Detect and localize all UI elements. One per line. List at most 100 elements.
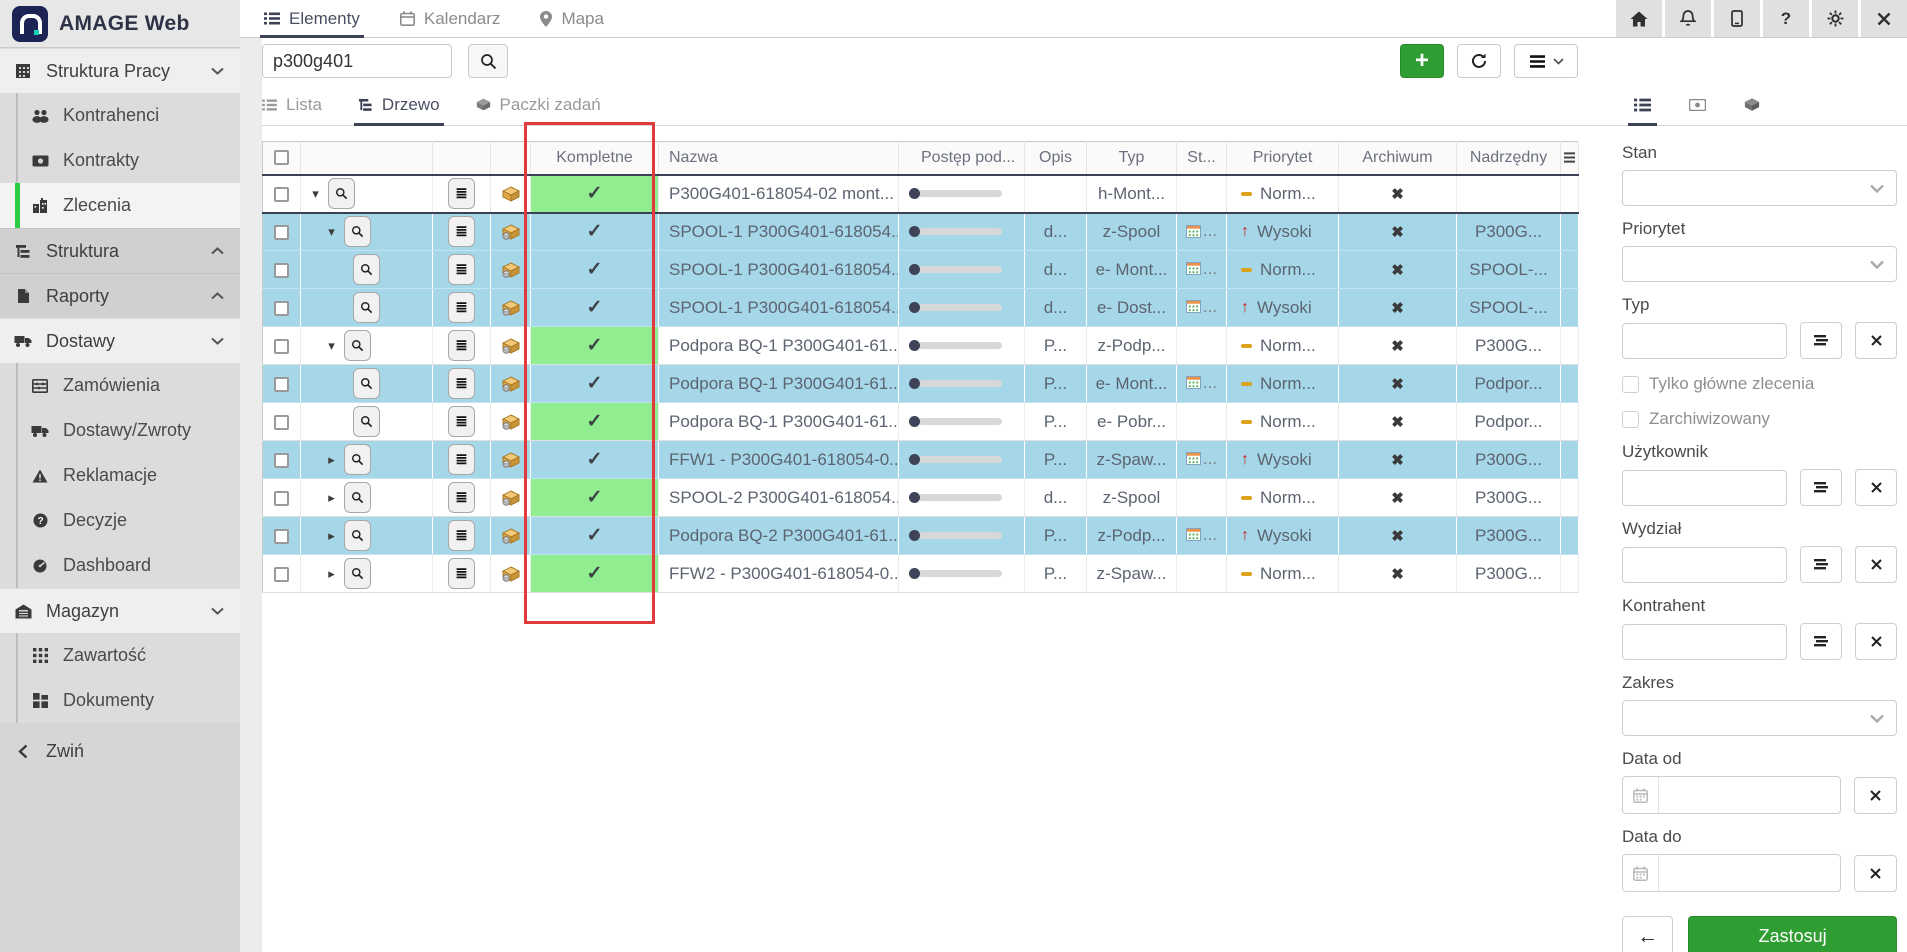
checkbox[interactable] — [1622, 410, 1639, 428]
data-od-clear-button[interactable] — [1854, 776, 1897, 814]
row-search-button[interactable] — [344, 216, 371, 248]
column-config-button[interactable] — [1560, 141, 1579, 176]
row-checkbox[interactable] — [274, 300, 289, 316]
collapse-caret-icon[interactable]: ▾ — [312, 185, 319, 201]
col-archiwum[interactable]: Archiwum — [1338, 141, 1457, 176]
row-checkbox[interactable] — [274, 414, 289, 430]
row-menu-button[interactable] — [448, 368, 475, 399]
row-search-button[interactable] — [353, 406, 380, 437]
row-checkbox[interactable] — [274, 186, 289, 202]
more-options-button[interactable] — [1514, 44, 1578, 78]
table-row[interactable]: co ✓ SPOOL-1 P300G401-618054... d... e- … — [262, 288, 1579, 327]
data-od-input[interactable] — [1622, 776, 1842, 814]
typ-clear-button[interactable] — [1855, 322, 1897, 359]
row-checkbox[interactable] — [274, 452, 289, 468]
sidebar-item-magazyn[interactable]: Magazyn — [0, 588, 240, 633]
sidebar-item-dashboard[interactable]: Dashboard — [0, 543, 240, 588]
archived-checkbox-row[interactable]: Zarchiwizowany — [1622, 409, 1897, 429]
col-typ[interactable]: Typ — [1086, 141, 1177, 176]
tab-kalendarz[interactable]: Kalendarz — [399, 0, 500, 37]
sidebar-item-raporty[interactable]: Raporty — [0, 273, 240, 318]
col-nazwa[interactable]: Nazwa — [658, 141, 899, 176]
filter-tab-list[interactable] — [1628, 84, 1657, 126]
col-kompletne[interactable]: Kompletne — [530, 141, 659, 176]
sidebar-item-kontrakty[interactable]: Kontrakty — [0, 138, 240, 183]
table-row[interactable]: co ✓ Podpora BQ-1 P300G401-61... P... e-… — [262, 364, 1579, 403]
expand-caret-icon[interactable]: ▸ — [328, 565, 335, 581]
sidebar-item-struktura-pracy[interactable]: Struktura Pracy — [0, 48, 240, 93]
sidebar-item-struktura[interactable]: Struktura — [0, 228, 240, 273]
home-icon[interactable] — [1616, 0, 1662, 37]
sidebar-item-decyzje[interactable]: ? Decyzje — [0, 498, 240, 543]
sidebar-item-dostawy[interactable]: Dostawy — [0, 318, 240, 363]
sidebar-item-zamowienia[interactable]: Zamówienia — [0, 363, 240, 408]
row-search-button[interactable] — [353, 254, 380, 285]
sidebar-item-zlecenia[interactable]: Zlecenia — [0, 183, 240, 228]
row-search-button[interactable] — [353, 292, 380, 323]
help-icon[interactable]: ? — [1763, 0, 1809, 37]
row-search-button[interactable] — [344, 558, 371, 589]
zakres-select[interactable] — [1622, 700, 1897, 736]
col-nadrzedny[interactable]: Nadrzędny — [1456, 141, 1561, 176]
row-menu-button[interactable] — [448, 406, 475, 437]
notifications-bell-icon[interactable] — [1665, 0, 1711, 37]
row-search-button[interactable] — [344, 330, 371, 361]
data-do-input[interactable] — [1622, 854, 1842, 892]
select-all-checkbox[interactable] — [274, 150, 289, 166]
tab-elementy[interactable]: Elementy — [260, 0, 364, 38]
row-menu-button[interactable] — [448, 444, 475, 475]
refresh-button[interactable] — [1457, 44, 1501, 78]
kontrahent-clear-button[interactable] — [1855, 623, 1897, 660]
apply-filters-button[interactable]: Zastosuj — [1688, 916, 1897, 952]
sidebar-item-kontrahenci[interactable]: Kontrahenci — [0, 93, 240, 138]
row-search-button[interactable] — [353, 368, 380, 399]
add-button[interactable]: + — [1400, 44, 1444, 78]
row-menu-button[interactable] — [448, 292, 475, 323]
settings-gear-icon[interactable] — [1812, 0, 1858, 37]
row-menu-button[interactable] — [448, 254, 475, 285]
kontrahent-picker-button[interactable] — [1800, 623, 1842, 660]
stan-select[interactable] — [1622, 170, 1897, 206]
search-input[interactable] — [262, 44, 452, 78]
typ-picker-button[interactable] — [1800, 322, 1842, 359]
col-st[interactable]: St... — [1176, 141, 1227, 176]
row-search-button[interactable] — [344, 482, 371, 513]
filter-tab-packages[interactable] — [1744, 84, 1760, 125]
uzytkownik-input[interactable] — [1622, 469, 1787, 506]
uzytkownik-picker-button[interactable] — [1800, 469, 1842, 506]
row-menu-button[interactable] — [448, 178, 475, 209]
filter-tab-finance[interactable] — [1689, 84, 1706, 125]
row-checkbox[interactable] — [274, 528, 289, 544]
table-row[interactable]: ▾ co ✓ SPOOL-1 P300G401-618054... d... z… — [262, 212, 1579, 251]
row-menu-button[interactable] — [448, 482, 475, 513]
sidebar-item-dostawy-zwroty[interactable]: Dostawy/Zwroty — [0, 408, 240, 453]
row-checkbox[interactable] — [274, 376, 289, 392]
kontrahent-input[interactable] — [1622, 623, 1787, 660]
table-row[interactable]: ▸ co ✓ FFW1 - P300G401-618054-0... P... … — [262, 440, 1579, 479]
row-menu-button[interactable] — [448, 216, 475, 248]
row-menu-button[interactable] — [448, 330, 475, 361]
sidebar-item-zawartosc[interactable]: Zawartość — [0, 633, 240, 678]
wydzial-input[interactable] — [1622, 546, 1787, 583]
tab-mapa[interactable]: Mapa — [540, 0, 604, 37]
col-priorytet[interactable]: Priorytet — [1226, 141, 1339, 176]
row-checkbox[interactable] — [274, 490, 289, 506]
wydzial-picker-button[interactable] — [1800, 546, 1842, 583]
table-row[interactable]: ▸ co ✓ FFW2 - P300G401-618054-0... P... … — [262, 554, 1579, 593]
uzytkownik-clear-button[interactable] — [1855, 469, 1897, 506]
row-checkbox[interactable] — [274, 338, 289, 354]
table-row[interactable]: ▾ co ✓ Podpora BQ-1 P300G401-61... P... … — [262, 326, 1579, 365]
expand-caret-icon[interactable]: ▸ — [328, 451, 335, 467]
expand-caret-icon[interactable]: ▸ — [328, 527, 335, 543]
calendar-icon[interactable] — [1623, 855, 1659, 891]
table-row[interactable]: co ✓ Podpora BQ-1 P300G401-61... P... e-… — [262, 402, 1579, 441]
table-row[interactable]: ▸ co ✓ Podpora BQ-2 P300G401-61... P... … — [262, 516, 1579, 555]
filters-back-button[interactable]: ← — [1622, 916, 1674, 952]
row-checkbox[interactable] — [274, 262, 289, 278]
col-postep[interactable]: Postęp pod... — [898, 141, 1025, 176]
table-row[interactable]: ▾ ✓ P300G401-618054-02 mont... h-Mont... — [262, 174, 1579, 214]
sidebar-item-dokumenty[interactable]: Dokumenty — [0, 678, 240, 723]
collapse-caret-icon[interactable]: ▾ — [328, 223, 335, 239]
row-checkbox[interactable] — [274, 224, 289, 240]
mobile-device-icon[interactable] — [1714, 0, 1760, 37]
